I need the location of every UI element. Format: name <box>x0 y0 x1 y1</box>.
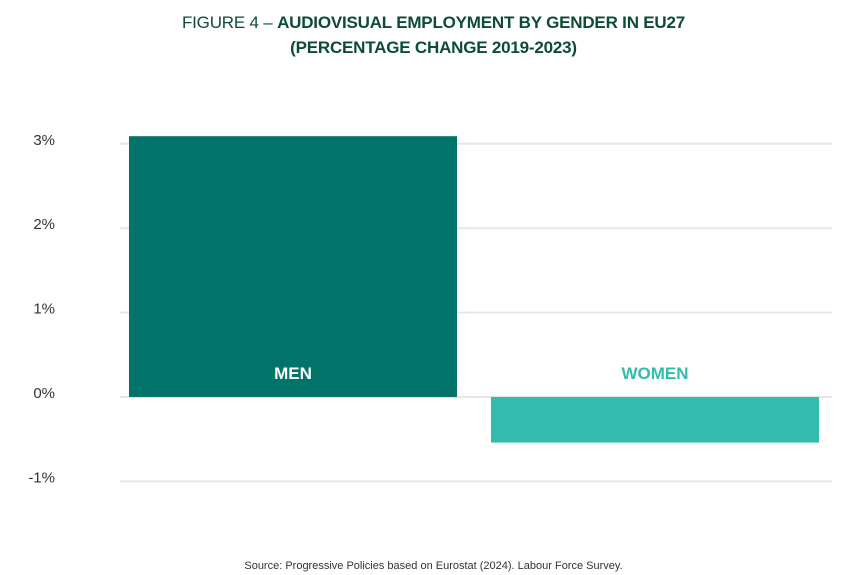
y-tick-label: 0% <box>33 385 55 402</box>
y-tick-label: 1% <box>33 301 55 318</box>
y-tick-label: 3% <box>33 132 55 149</box>
chart-title-line1: FIGURE 4 – AUDIOVISUAL EMPLOYMENT BY GEN… <box>0 13 867 33</box>
y-tick-label: 2% <box>33 216 55 233</box>
source-note: Source: Progressive Policies based on Eu… <box>244 560 623 572</box>
figure-number: FIGURE 4 – <box>181 13 278 32</box>
figure-title: AUDIOVISUAL EMPLOYMENT BY GENDER IN EU27 <box>277 13 686 32</box>
bar-label-men: MEN <box>274 364 312 383</box>
bar-label-women: WOMEN <box>621 364 688 383</box>
bar-men <box>129 136 457 398</box>
chart-subtitle: (PERCENTAGE CHANGE 2019-2023) <box>290 38 577 57</box>
y-tick-label: -1% <box>28 469 55 486</box>
bar-women <box>491 397 819 443</box>
